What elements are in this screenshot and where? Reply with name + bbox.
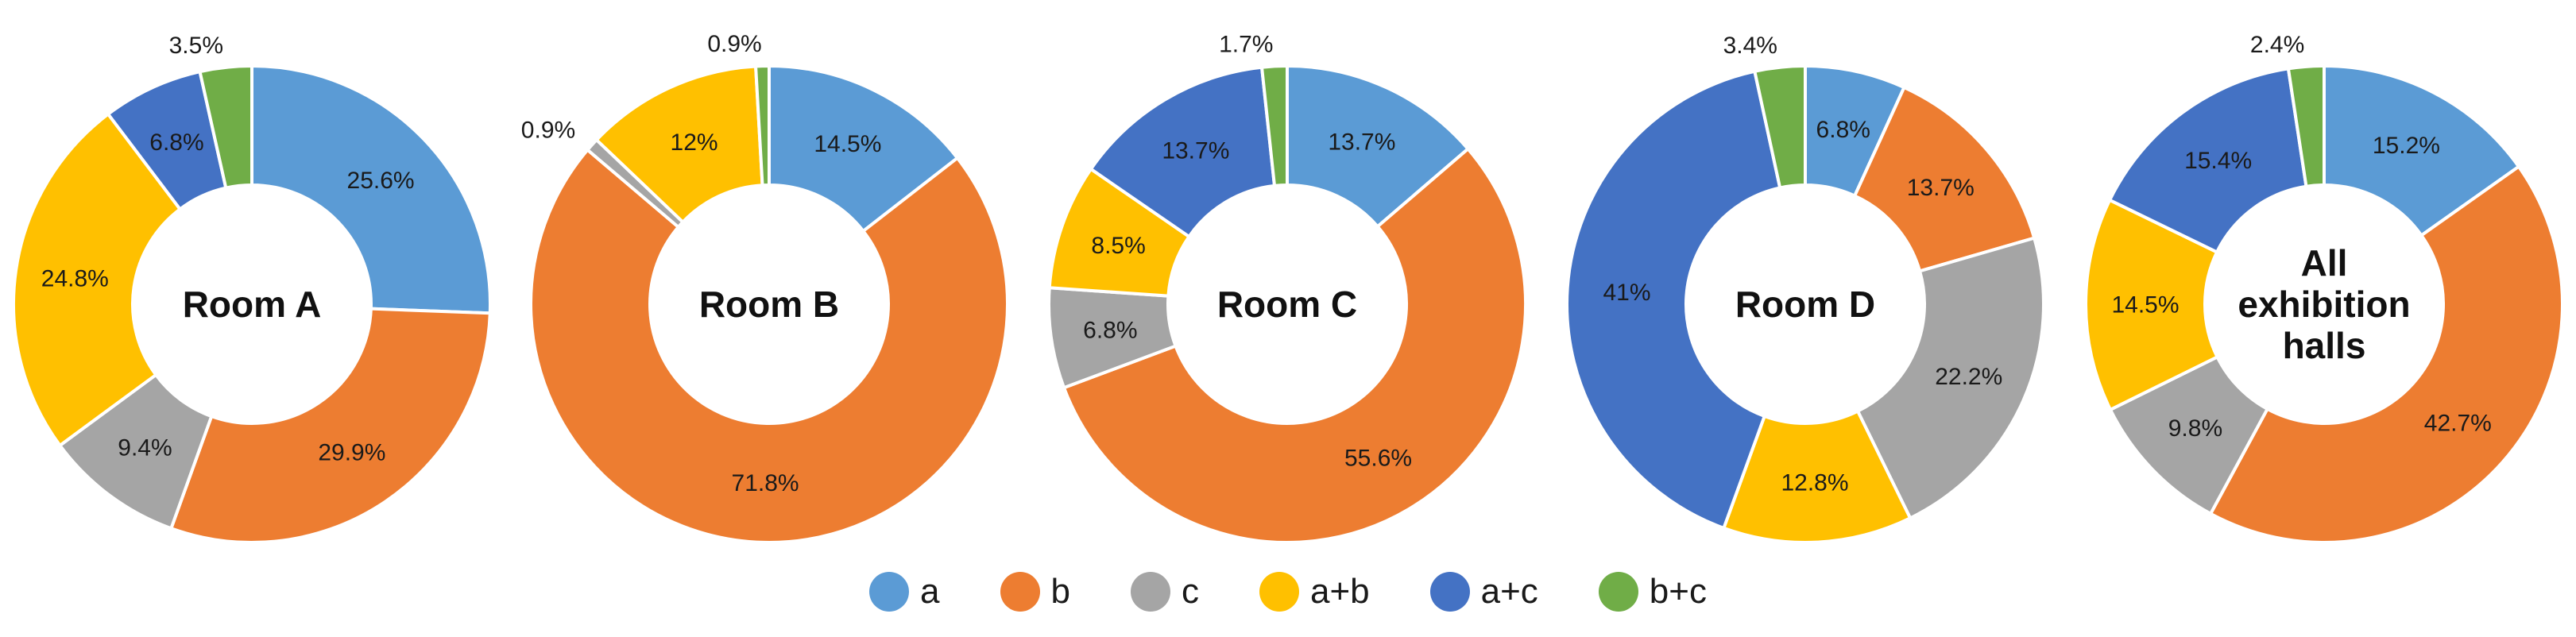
legend-swatch-b-plus-c (1598, 572, 1638, 612)
center-label: Room D (1735, 284, 1875, 325)
legend-label-a-plus-b: a+b (1309, 572, 1370, 611)
slice-a (768, 64, 960, 234)
slice-label-b-plus-c: 3.4% (1723, 33, 1777, 59)
legend-item-b-plus-c: b+c (1598, 572, 1707, 612)
legend-label-b: b (1050, 572, 1070, 611)
slice-label-a-plus-b: 24.8% (41, 266, 109, 292)
slice-b-plus-c (2286, 64, 2326, 188)
slice-label-a-plus-b: 12.8% (1781, 470, 1848, 496)
slice-a-plus-b (12, 111, 183, 448)
donut-chart-2: 14.5% 71.8% 0.9% 12% 0.9% Room B (521, 31, 1009, 544)
slice-label-c: 9.4% (118, 434, 172, 461)
slice-a-plus-c (1089, 65, 1277, 239)
legend-swatch-a-plus-b (1259, 572, 1299, 612)
center-label: Room A (183, 284, 322, 325)
slice-a-plus-b (2084, 198, 2220, 412)
center-label: All (2301, 242, 2348, 284)
legend-label-b-plus-c: b+c (1649, 572, 1707, 611)
slice-b (168, 307, 492, 544)
slice-label-a-plus-b: 8.5% (1091, 233, 1145, 259)
legend-swatch-a (869, 572, 910, 612)
legend-item-a-plus-c: a+c (1429, 572, 1538, 612)
slice-b-plus-c (198, 64, 253, 190)
slice-label-c: 6.8% (1083, 317, 1137, 343)
legend-label-a-plus-c: a+c (1480, 572, 1538, 611)
center-label: halls (2283, 325, 2366, 366)
slice-label-c: 9.8% (2168, 415, 2222, 442)
slice-b-plus-c (1752, 64, 1807, 190)
center-label: Room C (1217, 284, 1357, 325)
slice-label-b: 71.8% (732, 470, 799, 496)
legend-item-a: a (869, 572, 940, 612)
legend-label-a: a (920, 572, 940, 611)
slice-label-a: 13.7% (1328, 129, 1395, 156)
slice-label-b: 13.7% (1907, 175, 1975, 201)
slice-label-b-plus-c: 0.9% (707, 31, 761, 57)
slice-c (1855, 236, 2046, 521)
slice-a-plus-c (1565, 69, 1782, 531)
slice-label-b: 55.6% (1344, 446, 1412, 472)
slice-label-a: 15.2% (2373, 133, 2440, 159)
slice-b (529, 147, 1009, 544)
slice-label-b-plus-c: 3.5% (169, 33, 223, 59)
slice-label-b-plus-c: 1.7% (1219, 31, 1273, 57)
slice-b (1852, 85, 2036, 273)
slice-label-b: 42.7% (2424, 410, 2492, 436)
legend-swatch-a-plus-c (1429, 572, 1470, 612)
slice-b (1062, 146, 1527, 544)
slice-label-a: 25.6% (347, 168, 415, 194)
slice-a (250, 64, 492, 315)
legend-item-a-plus-b: a+b (1259, 572, 1370, 612)
slice-label-b-plus-c: 2.4% (2250, 32, 2304, 58)
slice-label-c: 22.2% (1935, 364, 2002, 390)
donut-chart-4: 6.8% 13.7% 22.2% 12.8% 41% 3.4% Room D (1565, 33, 2046, 544)
slice-label-a-plus-c: 13.7% (1162, 138, 1229, 164)
center-label: Room B (699, 284, 839, 325)
slice-a-plus-c (2107, 67, 2308, 255)
donut-charts: 25.6% 29.9% 9.4% 24.8% 6.8% 3.5% Room A 14.5% 71… (12, 31, 2564, 544)
donut-chart-1: 25.6% 29.9% 9.4% 24.8% 6.8% 3.5% Room A (12, 33, 492, 544)
legend-swatch-b (1000, 572, 1040, 612)
slice-b (2208, 164, 2564, 544)
legend-item-c: c (1130, 572, 1199, 612)
slice-a-plus-b (1721, 408, 1913, 544)
slice-label-a-plus-c: 15.4% (2184, 148, 2252, 174)
slice-b-plus-c (1259, 64, 1289, 188)
legend-swatch-c (1130, 572, 1170, 612)
slice-b-plus-c (753, 64, 771, 187)
slice-label-a: 14.5% (814, 131, 881, 157)
legend: a b c a+b a+c b+c (0, 560, 2576, 623)
legend-label-c: c (1181, 572, 1199, 611)
slice-label-a-plus-c: 6.8% (149, 129, 203, 156)
slice-label-a-plus-b: 14.5% (2111, 292, 2179, 318)
slice-label-c: 0.9% (521, 118, 575, 144)
legend-item-b: b (1000, 572, 1070, 612)
slice-a (2323, 64, 2521, 238)
slice-label-b: 29.9% (318, 439, 385, 465)
center-label: exhibition (2238, 284, 2410, 325)
slice-label-a-plus-c: 41% (1603, 280, 1650, 306)
slice-label-a: 6.8% (1816, 117, 1870, 143)
slice-label-a-plus-b: 12% (671, 129, 718, 156)
donut-chart-5: 15.2% 42.7% 9.8% 14.5% 15.4% 2.4% Allexhibitio… (2084, 32, 2564, 544)
donut-chart-3: 13.7% 55.6% 6.8% 8.5% 13.7% 1.7% Room C (1047, 31, 1527, 544)
